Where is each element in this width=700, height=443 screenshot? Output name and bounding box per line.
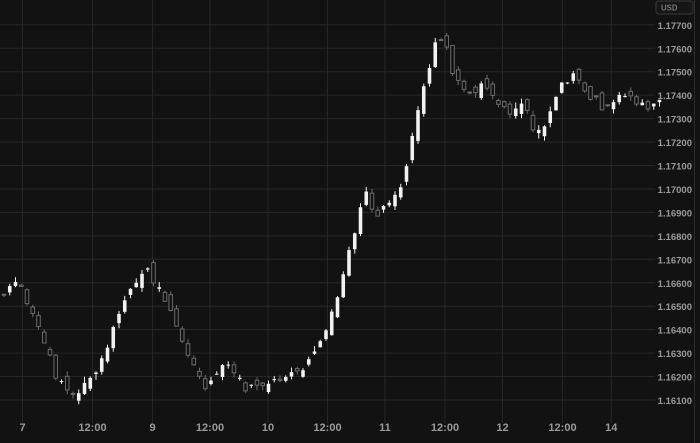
svg-text:12:00: 12:00 — [78, 422, 106, 434]
svg-text:12: 12 — [496, 422, 508, 434]
svg-text:1.17700: 1.17700 — [658, 21, 692, 32]
svg-text:12:00: 12:00 — [313, 422, 341, 434]
svg-text:12:00: 12:00 — [196, 422, 224, 434]
svg-text:1.17200: 1.17200 — [658, 138, 692, 149]
svg-text:9: 9 — [149, 422, 155, 434]
svg-text:1.16700: 1.16700 — [658, 255, 692, 266]
svg-text:1.16900: 1.16900 — [658, 208, 692, 219]
svg-text:12:00: 12:00 — [548, 422, 576, 434]
svg-text:11: 11 — [379, 422, 391, 434]
svg-text:1.16400: 1.16400 — [658, 326, 692, 337]
svg-text:1.16300: 1.16300 — [658, 349, 692, 360]
svg-text:10: 10 — [262, 422, 274, 434]
svg-text:1.16800: 1.16800 — [658, 232, 692, 243]
svg-text:1.17300: 1.17300 — [658, 115, 692, 126]
svg-text:1.17600: 1.17600 — [658, 44, 692, 55]
svg-text:7: 7 — [19, 422, 25, 434]
svg-text:12:00: 12:00 — [431, 422, 459, 434]
svg-text:1.17500: 1.17500 — [658, 68, 692, 79]
svg-text:1.16600: 1.16600 — [658, 279, 692, 290]
svg-text:1.16100: 1.16100 — [658, 396, 692, 407]
svg-text:14: 14 — [605, 422, 618, 434]
svg-text:1.16500: 1.16500 — [658, 302, 692, 313]
svg-text:1.17400: 1.17400 — [658, 91, 692, 102]
svg-text:USD: USD — [661, 3, 678, 12]
svg-text:1.17000: 1.17000 — [658, 185, 692, 196]
svg-text:1.16200: 1.16200 — [658, 373, 692, 384]
svg-text:1.17100: 1.17100 — [658, 162, 692, 173]
